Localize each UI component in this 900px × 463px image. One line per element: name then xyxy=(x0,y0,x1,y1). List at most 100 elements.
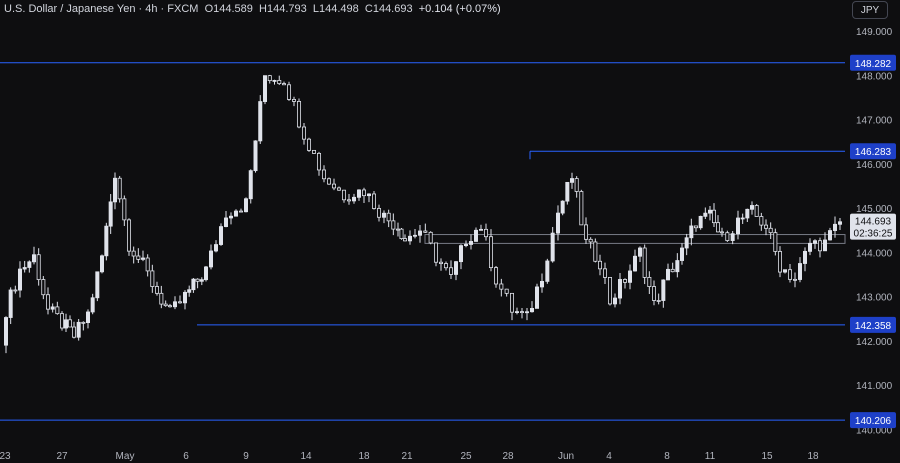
candle xyxy=(306,137,311,152)
level-label-bg xyxy=(850,143,896,160)
price-axis[interactable]: 149.000 148.000 147.000 146.000 145.000 144.0… xyxy=(856,27,893,436)
candle xyxy=(13,285,18,294)
candle-body-up xyxy=(803,250,808,264)
candle xyxy=(159,285,164,309)
time-axis[interactable]: 23 27 May 6 9 14 18 21 25 28 Jun 4 8 11 15 18 xyxy=(0,451,819,462)
candle xyxy=(515,307,520,315)
candle xyxy=(458,244,463,270)
candle xyxy=(272,79,277,85)
candle xyxy=(689,218,694,246)
candle-body-down xyxy=(13,289,18,292)
candle xyxy=(172,296,177,310)
candle-body-up xyxy=(272,80,277,82)
candle xyxy=(803,247,808,272)
candle xyxy=(36,248,41,286)
time-axis-tick: 18 xyxy=(358,451,370,462)
candle xyxy=(248,169,253,204)
candle xyxy=(154,281,159,296)
candle-body-down xyxy=(603,268,608,278)
candle xyxy=(76,318,81,341)
candle xyxy=(213,240,218,253)
candle-body-down xyxy=(712,209,717,224)
candle-body-down xyxy=(72,326,77,338)
candle xyxy=(356,189,361,201)
resistance-zone[interactable] xyxy=(424,234,846,244)
candle xyxy=(55,301,60,315)
candle xyxy=(675,253,680,278)
candle-body-up xyxy=(560,200,565,214)
currency-button[interactable]: JPY xyxy=(852,1,888,19)
candle-body-down xyxy=(584,224,589,240)
price-axis-tick: 143.000 xyxy=(856,293,893,304)
candle-body-up xyxy=(745,208,750,219)
candle-body-down xyxy=(277,80,282,85)
candle-body-up xyxy=(783,269,788,273)
candle xyxy=(680,243,685,265)
candle-body-down xyxy=(391,220,396,230)
candle xyxy=(535,283,540,309)
candle xyxy=(296,98,301,129)
candle xyxy=(483,223,488,241)
candle-body-up xyxy=(684,237,689,249)
candle-body-down xyxy=(177,301,182,304)
candle-body-down xyxy=(642,247,647,278)
candle-body-up xyxy=(228,215,233,219)
candle-body-down xyxy=(720,231,725,234)
candle xyxy=(27,260,32,273)
candle-body-up xyxy=(187,289,192,293)
candle-body-down xyxy=(55,306,60,315)
candle xyxy=(127,218,132,256)
candle-body-down xyxy=(778,251,783,273)
candle xyxy=(203,266,208,282)
candle-body-up xyxy=(104,225,109,257)
candle xyxy=(117,175,122,203)
candle-body-down xyxy=(623,279,628,283)
candle-body-up xyxy=(262,75,267,102)
candle xyxy=(177,295,182,304)
candle-body-down xyxy=(656,300,661,302)
level-label-bg xyxy=(850,54,896,71)
candle xyxy=(199,277,204,286)
candle xyxy=(4,316,9,354)
candle xyxy=(818,237,823,258)
candle xyxy=(530,301,535,313)
candle-body-up xyxy=(828,230,833,241)
candle-body-up xyxy=(750,205,755,210)
candle-body-down xyxy=(154,286,159,294)
candle xyxy=(301,122,306,145)
candle xyxy=(647,271,652,294)
candle xyxy=(218,223,223,246)
candle-body-up xyxy=(208,250,213,268)
candle xyxy=(720,227,725,237)
candle xyxy=(267,74,272,84)
candle xyxy=(108,194,113,234)
time-axis-tick: 21 xyxy=(401,451,413,462)
candle xyxy=(443,261,448,271)
candle-body-up xyxy=(233,210,238,217)
candle xyxy=(764,219,769,236)
candle xyxy=(813,239,818,249)
candle-body-down xyxy=(81,321,86,324)
candle xyxy=(438,258,443,271)
candle-body-up xyxy=(213,244,218,252)
candle-body-up xyxy=(530,307,535,313)
price-axis-tick: 142.000 xyxy=(856,337,893,348)
candle-body-down xyxy=(768,227,773,234)
candle xyxy=(793,272,798,288)
candle xyxy=(661,279,666,308)
candle-body-up xyxy=(366,193,371,197)
level-label-bg xyxy=(850,412,896,429)
time-axis-tick: 4 xyxy=(606,451,612,462)
candle xyxy=(341,189,346,203)
candle xyxy=(493,265,498,288)
candle-body-down xyxy=(336,187,341,191)
candle xyxy=(428,231,433,245)
candle-body-down xyxy=(41,279,46,296)
symbol-title: U.S. Dollar / Japanese Yen · 4h · FXCM xyxy=(4,3,199,15)
candle-body-down xyxy=(321,169,326,180)
candle-body-down xyxy=(195,278,200,282)
candle xyxy=(104,222,109,261)
candle xyxy=(150,264,155,293)
